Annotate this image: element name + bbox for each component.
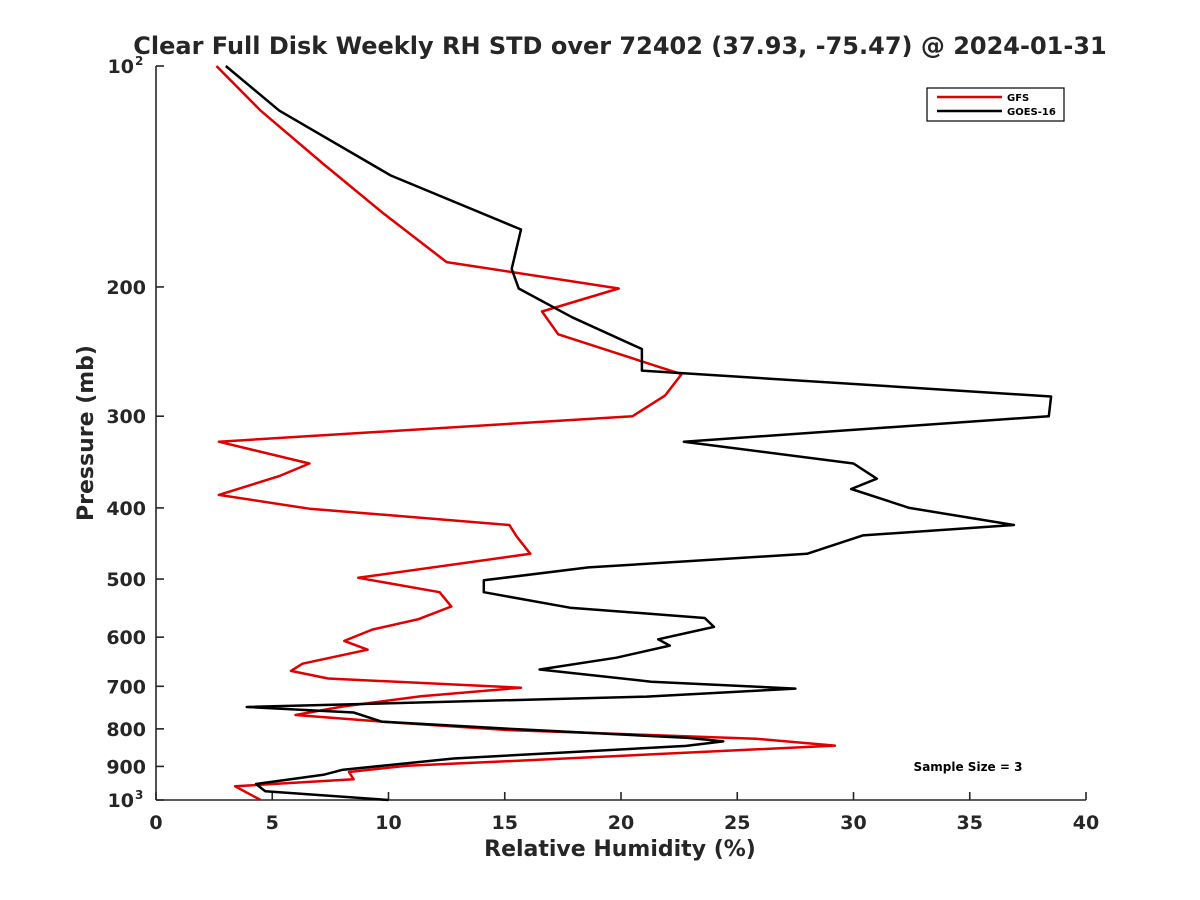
x-axis-ticks: 0 5 10 15 20 25 30 35 40 [149, 792, 1099, 834]
y-tick-label: 600 [106, 627, 146, 649]
y-tick-label: 700 [106, 676, 146, 698]
y-tick-label: 10 [108, 790, 134, 812]
y-tick-label: 800 [106, 719, 146, 741]
chart-title: Clear Full Disk Weekly RH STD over 72402… [133, 32, 1106, 60]
x-tick-label: 35 [957, 812, 983, 834]
series-line-gfs [215, 65, 837, 802]
y-tick-label: 300 [106, 406, 146, 428]
y-tick-label: 500 [106, 569, 146, 591]
y-tick-exponent: 2 [135, 54, 143, 68]
y-tick-label: 200 [106, 277, 146, 299]
legend-box [926, 87, 1065, 122]
series-line-goes16 [224, 65, 1053, 802]
y-axis-label: Pressure (mb) [74, 345, 99, 521]
x-tick-label: 10 [375, 812, 401, 834]
series-layer [215, 65, 1053, 802]
sample-size-annotation: Sample Size = 3 [914, 760, 1023, 774]
x-tick-label: 5 [266, 812, 279, 834]
y-tick-exponent: 3 [135, 788, 143, 802]
x-tick-label: 15 [492, 812, 518, 834]
x-tick-label: 0 [149, 812, 162, 834]
x-tick-label: 40 [1073, 812, 1099, 834]
legend-label-goes16: GOES-16 [1007, 107, 1056, 118]
plot-area: 0 5 10 15 20 25 30 35 40 200 300 400 500 600 700 800 90… [106, 54, 1099, 834]
x-tick-label: 20 [608, 812, 634, 834]
x-tick-label: 30 [840, 812, 866, 834]
legend: GFS GOES-16 [926, 87, 1065, 122]
legend-label-gfs: GFS [1007, 93, 1029, 104]
y-tick-label: 900 [106, 756, 146, 778]
y-tick-label: 400 [106, 498, 146, 520]
y-tick-label: 10 [108, 56, 134, 78]
x-axis-label: Relative Humidity (%) [484, 837, 756, 862]
x-tick-label: 25 [724, 812, 750, 834]
